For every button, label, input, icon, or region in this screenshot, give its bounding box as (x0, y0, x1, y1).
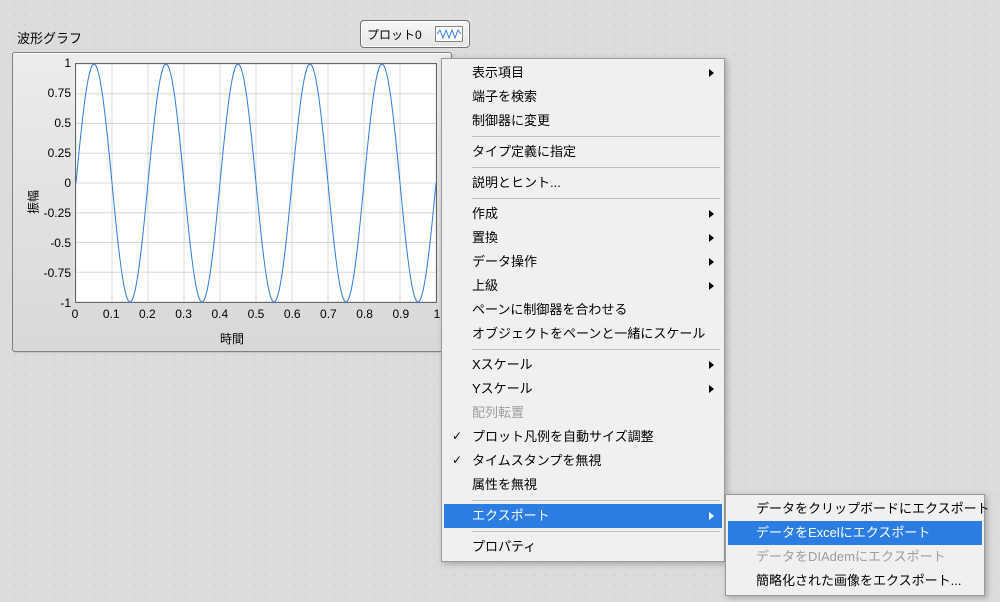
x-tick-label: 0 (72, 307, 79, 321)
y-tick-label: -0.5 (31, 236, 71, 250)
menu-item[interactable]: ペーンに制御器を合わせる (444, 298, 722, 322)
menu-item[interactable]: 属性を無視 (444, 473, 722, 497)
menu-item-label: 置換 (472, 230, 498, 246)
menu-item[interactable]: タイプ定義に指定 (444, 140, 722, 164)
x-tick-label: 0.5 (248, 307, 265, 321)
plot-line-icon (437, 28, 461, 40)
x-tick-label: 0.4 (211, 307, 228, 321)
y-tick-label: -0.75 (31, 266, 71, 280)
x-tick-label: 0.7 (320, 307, 337, 321)
x-tick-label: 0.6 (284, 307, 301, 321)
menu-item[interactable]: 端子を検索 (444, 85, 722, 109)
menu-item[interactable]: エクスポート (444, 504, 722, 528)
plot-area[interactable] (75, 63, 437, 303)
menu-item-label: データ操作 (472, 254, 537, 270)
menu-item[interactable]: 制御器に変更 (444, 109, 722, 133)
menu-item-label: 制御器に変更 (472, 113, 550, 129)
menu-item-label: データをクリップボードにエクスポート (756, 501, 990, 517)
menu-separator (472, 531, 720, 532)
chevron-right-icon (709, 385, 714, 393)
menu-item-label: 上級 (472, 278, 498, 294)
x-tick-label: 0.2 (139, 307, 156, 321)
menu-item-label: タイムスタンプを無視 (472, 453, 601, 469)
check-icon: ✓ (452, 452, 462, 468)
submenu-item[interactable]: 簡略化された画像をエクスポート... (728, 569, 982, 593)
x-tick-label: 0.9 (392, 307, 409, 321)
chevron-right-icon (709, 282, 714, 290)
menu-item[interactable]: 上級 (444, 274, 722, 298)
y-tick-label: 0.5 (31, 116, 71, 130)
x-tick-label: 0.8 (356, 307, 373, 321)
menu-item[interactable]: データ操作 (444, 250, 722, 274)
menu-item-label: データをExcelにエクスポート (756, 525, 930, 541)
x-axis-label: 時間 (220, 330, 244, 347)
menu-item-label: 属性を無視 (472, 477, 537, 493)
menu-item-label: 表示項目 (472, 65, 524, 81)
menu-item[interactable]: 表示項目 (444, 61, 722, 85)
menu-item-label: プロット凡例を自動サイズ調整 (472, 429, 654, 445)
menu-item-label: 配列転置 (472, 405, 524, 421)
y-tick-label: 1 (31, 56, 71, 70)
x-tick-label: 1 (434, 307, 441, 321)
menu-item-label: エクスポート (472, 508, 550, 524)
graph-title: 波形グラフ (17, 28, 82, 47)
menu-item-label: 説明とヒント... (472, 175, 561, 191)
menu-item[interactable]: ✓ プロット凡例を自動サイズ調整 (444, 425, 722, 449)
chevron-right-icon (709, 69, 714, 77)
menu-item-label: オブジェクトをペーンと一緒にスケール (472, 326, 705, 342)
menu-item-label: タイプ定義に指定 (472, 144, 576, 160)
export-submenu[interactable]: データをクリップボードにエクスポートデータをExcelにエクスポートデータをDI… (725, 494, 985, 596)
y-tick-label: 0.75 (31, 86, 71, 100)
menu-separator (472, 136, 720, 137)
x-tick-label: 0.1 (103, 307, 120, 321)
menu-item-label: 簡略化された画像をエクスポート... (756, 573, 961, 589)
menu-item[interactable]: Yスケール (444, 377, 722, 401)
menu-separator (472, 349, 720, 350)
menu-item[interactable]: Xスケール (444, 353, 722, 377)
chevron-right-icon (709, 234, 714, 242)
y-tick-label: 0.25 (31, 146, 71, 160)
menu-item: 配列転置 (444, 401, 722, 425)
legend-label: プロット0 (367, 26, 422, 43)
menu-item[interactable]: 置換 (444, 226, 722, 250)
menu-item-label: 作成 (472, 206, 498, 222)
graph-panel[interactable]: 振幅 時間 -1-0.75-0.5-0.2500.250.50.75100.10… (12, 52, 452, 352)
y-tick-label: -1 (31, 296, 71, 310)
menu-separator (472, 167, 720, 168)
menu-item[interactable]: 作成 (444, 202, 722, 226)
chevron-right-icon (709, 258, 714, 266)
x-tick-label: 0.3 (175, 307, 192, 321)
menu-item[interactable]: ✓ タイムスタンプを無視 (444, 449, 722, 473)
submenu-item[interactable]: データをExcelにエクスポート (728, 521, 982, 545)
check-icon: ✓ (452, 428, 462, 444)
menu-item[interactable]: プロパティ (444, 535, 722, 559)
plot-legend[interactable]: プロット0 (360, 20, 470, 48)
y-tick-label: 0 (31, 176, 71, 190)
menu-separator (472, 198, 720, 199)
plot-svg (76, 64, 436, 302)
chevron-right-icon (709, 361, 714, 369)
submenu-item[interactable]: データをクリップボードにエクスポート (728, 497, 982, 521)
menu-item-label: 端子を検索 (472, 89, 537, 105)
menu-item-label: Yスケール (472, 381, 533, 397)
menu-separator (472, 500, 720, 501)
menu-item-label: Xスケール (472, 357, 533, 373)
legend-swatch (435, 26, 463, 42)
menu-item-label: ペーンに制御器を合わせる (472, 302, 627, 318)
menu-item[interactable]: オブジェクトをペーンと一緒にスケール (444, 322, 722, 346)
chevron-right-icon (709, 512, 714, 520)
menu-item-label: データをDIAdemにエクスポート (756, 549, 946, 565)
chevron-right-icon (709, 210, 714, 218)
submenu-item: データをDIAdemにエクスポート (728, 545, 982, 569)
context-menu[interactable]: 表示項目端子を検索制御器に変更タイプ定義に指定説明とヒント... 作成置換データ操… (441, 58, 725, 562)
menu-item[interactable]: 説明とヒント... (444, 171, 722, 195)
y-tick-label: -0.25 (31, 206, 71, 220)
menu-item-label: プロパティ (472, 539, 536, 555)
